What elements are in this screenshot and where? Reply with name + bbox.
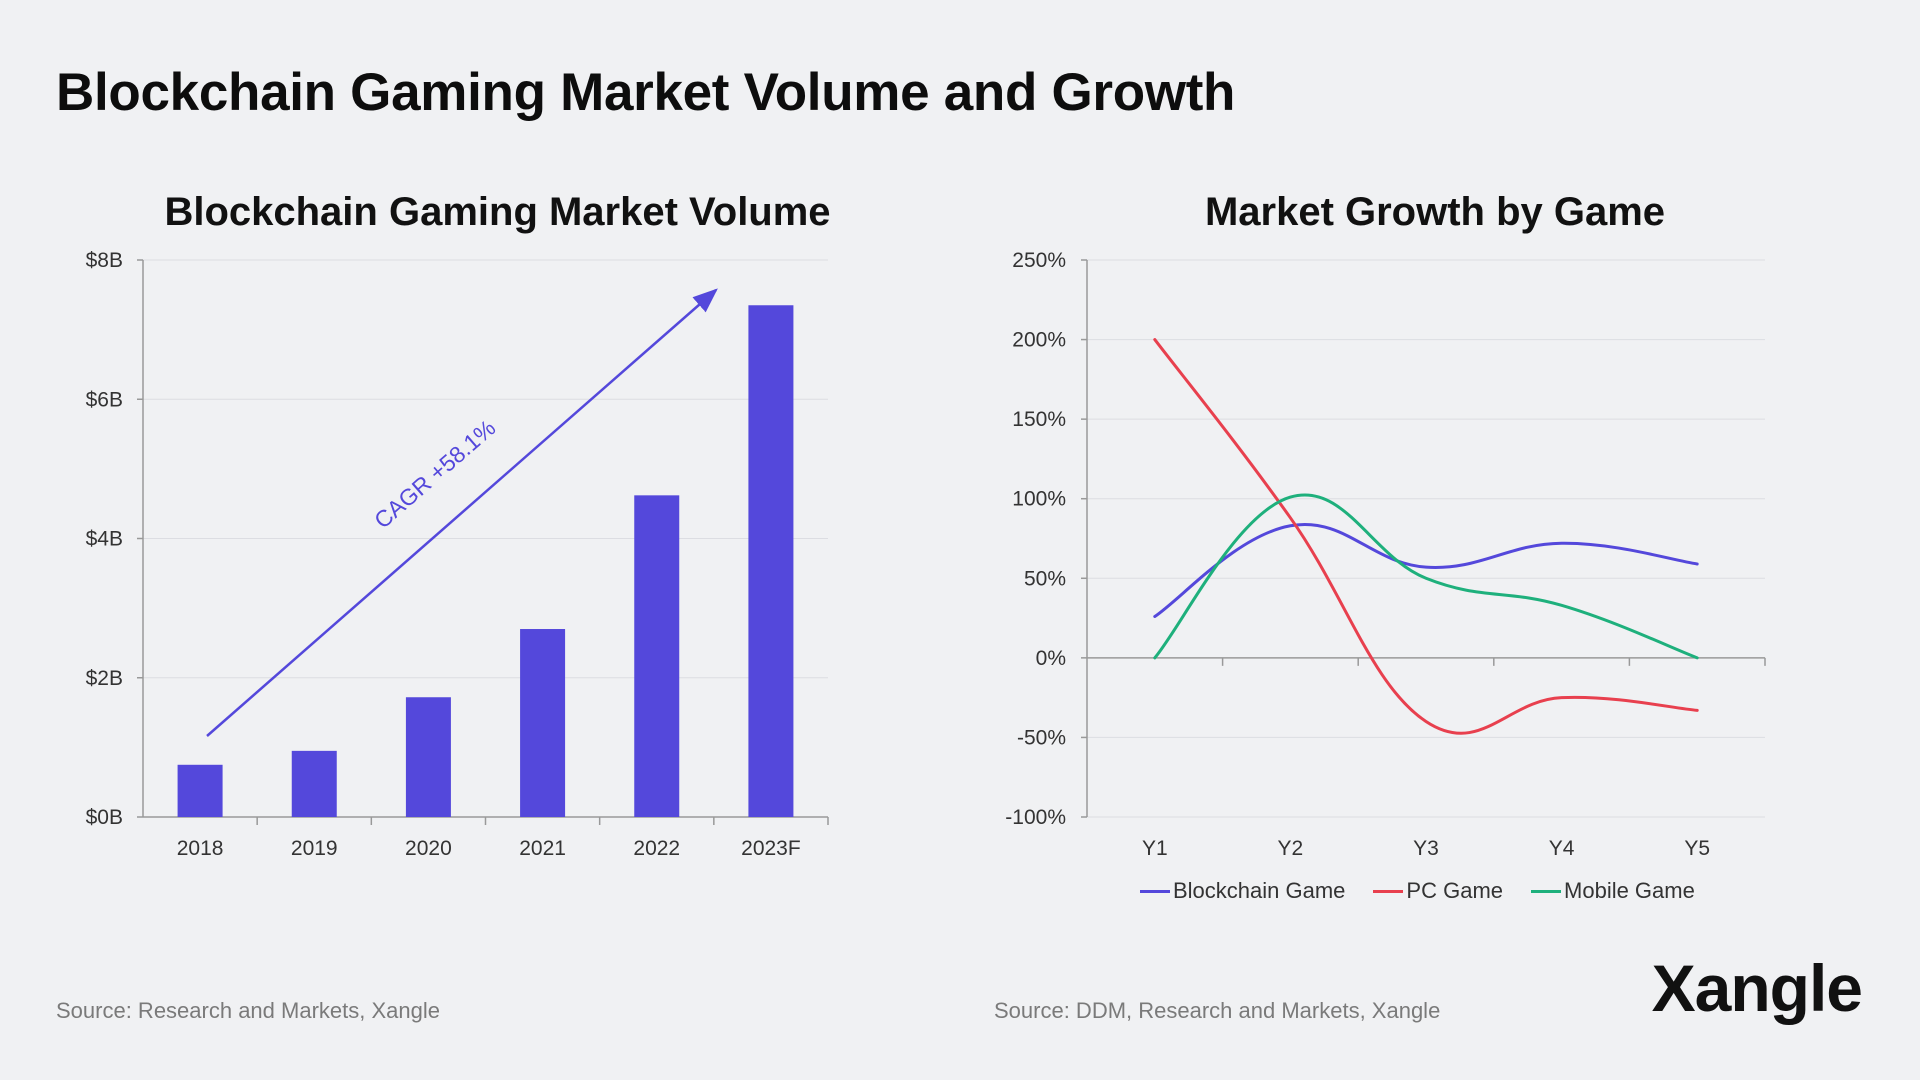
legend-item-pc: PC Game [1373, 878, 1503, 904]
line-y-tick-label: 200% [1012, 329, 1066, 352]
bar-x-tick-label: 2020 [405, 837, 452, 860]
bar-2023F [748, 305, 794, 817]
bar-chart: $0B $2B $4B $6B $8B 2018 2019 2020 2021 2022 2023F… [86, 249, 829, 860]
bar-y-tick-label: $6B [86, 388, 123, 411]
bar-x-tick-label: 2022 [633, 837, 680, 860]
legend-swatch-mobile [1531, 889, 1562, 893]
series-line-pc-game [1153, 338, 1699, 735]
legend-label-blockchain: Blockchain Game [1173, 878, 1346, 903]
bar-chart-source: Source: Research and Markets, Xangle [56, 998, 440, 1023]
line-x-tick-label: Y2 [1278, 837, 1304, 860]
line-y-tick-label: 50% [1024, 567, 1066, 590]
bar-2020 [405, 697, 451, 817]
legend-swatch-pc [1373, 889, 1404, 893]
brand-logo: Xangle [1651, 951, 1863, 1025]
series-line-mobile-game [1153, 493, 1699, 660]
bar-chart-title: Blockchain Gaming Market Volume [164, 190, 831, 234]
line-y-tick-label: -50% [1017, 726, 1066, 749]
line-y-tick-label: -100% [1005, 806, 1066, 829]
page-title: Blockchain Gaming Market Volume and Grow… [56, 63, 1236, 122]
legend-label-pc: PC Game [1406, 878, 1504, 903]
bar-y-tick-label: $4B [86, 528, 123, 551]
series-line-blockchain-game [1153, 522, 1699, 618]
bar-x-tick-label: 2023F [741, 837, 801, 860]
line-x-tick-label: Y4 [1549, 837, 1575, 860]
line-x-tick-label: Y3 [1413, 837, 1439, 860]
cagr-arrow [206, 288, 718, 737]
cagr-label: CAGR +58.1% [369, 414, 500, 533]
legend-item-blockchain: Blockchain Game [1140, 878, 1345, 904]
bar-y-tick-label: $8B [86, 249, 123, 272]
bar-2018 [177, 764, 223, 817]
line-chart-title: Market Growth by Game [1204, 190, 1666, 234]
bar-x-tick-label: 2018 [177, 837, 224, 860]
bar-y-tick-label: $2B [86, 667, 123, 690]
line-y-tick-label: 150% [1012, 408, 1066, 431]
line-x-tick-label: Y5 [1684, 837, 1710, 860]
legend-label-mobile: Mobile Game [1564, 878, 1695, 903]
bar-x-tick-label: 2019 [291, 837, 338, 860]
legend-item-mobile: Mobile Game [1531, 878, 1695, 904]
line-chart: -100% -50% 0% 50% 100% 150% 200% 250% Y1 Y2 Y3 Y4 Y5 [1005, 249, 1766, 860]
bar-x-tick-label: 2021 [519, 837, 566, 860]
line-y-tick-label: 100% [1012, 488, 1066, 511]
line-y-tick-label: 0% [1036, 647, 1066, 670]
bar-y-tick-label: $0B [86, 806, 123, 829]
line-chart-source: Source: DDM, Research and Markets, Xangl… [994, 998, 1441, 1023]
bar-2019 [291, 750, 337, 817]
bar-2021 [520, 629, 566, 817]
legend-swatch-blockchain [1140, 889, 1170, 893]
bar-2022 [634, 495, 680, 817]
line-x-tick-label: Y1 [1142, 837, 1168, 860]
line-chart-legend: Blockchain Game PC Game Mobile Game [1140, 878, 1695, 904]
line-y-tick-label: 250% [1012, 249, 1066, 272]
